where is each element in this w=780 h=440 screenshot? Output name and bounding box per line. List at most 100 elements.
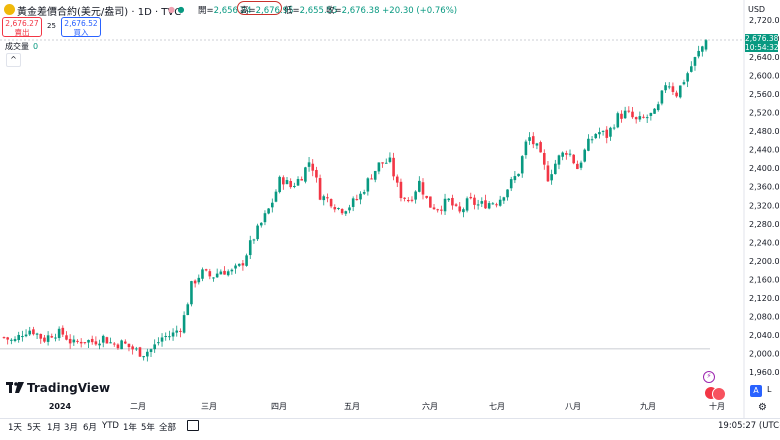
candle-body <box>693 57 697 66</box>
candle-body <box>160 337 164 342</box>
auto-scale-button[interactable]: A <box>750 385 762 397</box>
candle-body <box>164 335 168 337</box>
ohlc-close: 收=2,676.38 +20.30 (+0.76%) <box>326 6 458 16</box>
timeframe-button[interactable]: 3月 <box>64 423 78 433</box>
price-tick-label: 2,120.00 <box>749 294 780 303</box>
price-tick-label: 2,720.00 <box>749 16 780 25</box>
price-tick-label: 2,040.00 <box>749 331 780 340</box>
timeframe-button[interactable]: YTD <box>102 421 119 431</box>
candle-body <box>616 113 620 128</box>
candle-body <box>649 112 653 116</box>
candle-body <box>201 269 204 279</box>
buy-button[interactable]: 2,676.52 買入 <box>61 17 101 37</box>
time-tick-label: 五月 <box>344 402 360 411</box>
price-tick-label: 2,400.00 <box>749 164 780 173</box>
candle-body <box>410 199 414 201</box>
buy-label: 買入 <box>73 28 89 37</box>
sell-button[interactable]: 2,676.27 賣出 <box>2 17 42 37</box>
timeframe-button[interactable]: 1天 <box>8 423 22 433</box>
candle-body <box>13 339 17 341</box>
price-tick-label: 2,640.00 <box>749 53 780 62</box>
timeframe-button[interactable]: 5天 <box>27 423 41 433</box>
candle-body <box>704 40 708 50</box>
candle-body <box>94 341 98 345</box>
ohlc-high: 高=2,676.95 <box>240 6 294 16</box>
clock[interactable]: 19:05:27 (UTC+8) <box>718 421 780 431</box>
candle-body <box>587 138 590 151</box>
time-axis[interactable]: 2024 二月 三月 四月 五月 六月 七月 八月 九月 十月 <box>49 401 725 411</box>
candle-body <box>520 156 524 174</box>
candle-body <box>105 337 109 344</box>
candle-body <box>465 198 469 211</box>
price-tick-label: 2,600.00 <box>749 72 780 81</box>
candle-body <box>675 92 678 97</box>
price-tick-label: 2,080.00 <box>749 312 780 321</box>
time-tick-label: 二月 <box>130 402 146 411</box>
candle-body <box>79 341 83 344</box>
events-icon-2[interactable] <box>712 387 726 401</box>
timeframe-button[interactable]: 全部 <box>159 423 177 433</box>
settings-gear-icon[interactable]: ⚙ <box>758 402 767 413</box>
candle-body <box>304 167 307 182</box>
symbol-title[interactable]: 黃金差價合約(美元/盎司) · 1D · TVC <box>17 7 182 18</box>
candle-body <box>403 197 406 199</box>
tradingview-brand[interactable]: TradingView <box>27 381 111 395</box>
candle-body <box>223 270 226 275</box>
candle-body <box>686 73 689 82</box>
lightning-icon[interactable]: ⚡ <box>703 371 715 383</box>
candle-body <box>682 82 686 85</box>
candle-body <box>344 211 348 214</box>
bar-countdown: 10:54:32 <box>745 43 779 52</box>
candle-body <box>579 162 583 168</box>
candle-body <box>502 197 506 201</box>
candle-body <box>476 204 480 206</box>
candle-body <box>65 335 68 340</box>
collapse-legend-button[interactable]: ^ <box>6 53 21 67</box>
currency-label[interactable]: USD <box>748 5 766 14</box>
candle-body <box>432 207 436 210</box>
candle-body <box>627 110 631 112</box>
candle-body <box>598 132 601 135</box>
time-tick-label: 七月 <box>489 402 505 411</box>
candle-body <box>498 199 502 206</box>
candle-body <box>263 213 267 223</box>
candle-body <box>112 343 116 345</box>
candle-body <box>149 349 153 353</box>
candle-body <box>116 344 120 349</box>
candle-body <box>333 207 337 210</box>
timeframe-button[interactable]: 1月 <box>47 423 61 433</box>
log-scale-button[interactable]: L <box>767 385 772 394</box>
timeframe-button[interactable]: 1年 <box>123 423 137 433</box>
candle-body <box>473 197 476 205</box>
candle-body <box>46 335 50 342</box>
candle-body <box>6 337 9 340</box>
candle-body <box>660 90 664 104</box>
candle-body <box>678 85 682 98</box>
timeframe-button[interactable]: 5年 <box>141 423 155 433</box>
candle-body <box>311 163 315 171</box>
spread-value: 25 <box>47 22 56 30</box>
candle-body <box>142 356 145 358</box>
candle-body <box>43 337 46 342</box>
candle-body <box>458 206 462 212</box>
date-range-calendar-icon[interactable] <box>187 420 199 431</box>
volume-legend[interactable]: 成交量 0 <box>5 41 38 52</box>
candle-body <box>32 329 35 335</box>
candle-body <box>248 240 252 256</box>
candle-body <box>230 269 234 272</box>
price-axis[interactable]: 2,720.002,680.002,640.002,600.002,560.00… <box>749 16 780 377</box>
price-tick-label: 2,000.00 <box>749 349 780 358</box>
candle-body <box>274 191 278 202</box>
volume-label: 成交量 <box>5 42 29 51</box>
candle-body <box>399 181 403 199</box>
candle-body <box>609 127 612 137</box>
timeframe-button[interactable]: 6月 <box>83 423 97 433</box>
candle-body <box>138 347 142 357</box>
candle-body <box>440 209 443 211</box>
candle-body <box>315 169 318 178</box>
candle-body <box>634 117 638 120</box>
candle-body <box>351 198 355 207</box>
candle-body <box>395 176 399 183</box>
candle-body <box>208 271 212 277</box>
